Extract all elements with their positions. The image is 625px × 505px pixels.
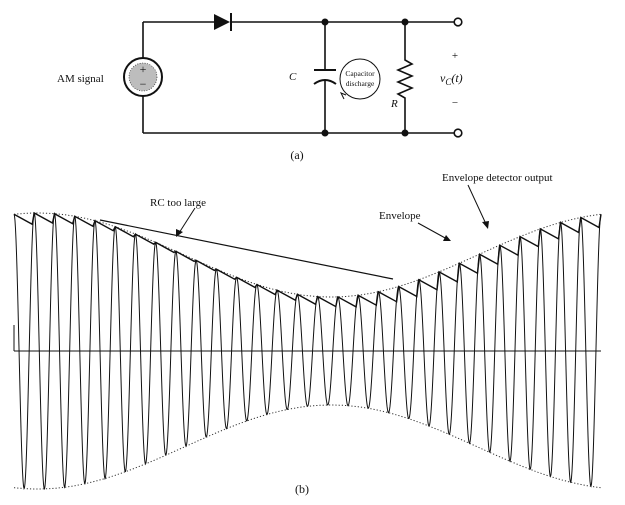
discharge-label-line2: discharge bbox=[346, 79, 375, 88]
output-terminal-top bbox=[453, 17, 463, 27]
caption-b: (b) bbox=[295, 482, 309, 496]
capacitor-label: C bbox=[289, 71, 297, 83]
am-signal-source-icon: + − bbox=[123, 57, 163, 97]
junction-dot-cap-top bbox=[321, 18, 329, 26]
envelope-detector-output-curve bbox=[13, 211, 602, 308]
diode bbox=[214, 13, 232, 31]
output-terminal-bottom bbox=[453, 128, 463, 138]
lower-envelope-curve bbox=[13, 404, 602, 490]
junction-dot-res-bottom bbox=[401, 129, 409, 137]
junction-dot-res-top bbox=[401, 18, 409, 26]
upper-envelope-curve bbox=[13, 212, 602, 298]
output-voltage-label: vC(t) bbox=[440, 71, 463, 87]
am-signal-label: AM signal bbox=[57, 73, 104, 85]
waveform-plot: RC too large Envelope Envelope detector … bbox=[13, 172, 602, 496]
rc-too-large-arrow bbox=[176, 207, 196, 237]
capacitor bbox=[313, 22, 337, 133]
rc-too-large-label: RC too large bbox=[150, 197, 206, 209]
output-minus-label: − bbox=[452, 97, 458, 109]
junction-dot-cap-bottom bbox=[321, 129, 329, 137]
envelope-arrow bbox=[417, 222, 451, 241]
output-plus-label: + bbox=[452, 50, 458, 62]
circuit-diagram: + − AM signal C Capacitor discharge R bbox=[57, 13, 463, 162]
resistor-label: R bbox=[390, 98, 398, 110]
rc-too-large-line bbox=[99, 219, 394, 280]
detector-output-arrow bbox=[467, 184, 489, 229]
svg-text:+: + bbox=[140, 62, 147, 76]
discharge-label-line1: Capacitor bbox=[345, 69, 375, 78]
resistor bbox=[395, 22, 415, 133]
detector-output-label: Envelope detector output bbox=[442, 172, 553, 184]
envelope-label: Envelope bbox=[379, 210, 421, 222]
capacitor-discharge-loop: Capacitor discharge bbox=[339, 58, 381, 100]
svg-text:−: − bbox=[140, 77, 147, 91]
caption-a: (a) bbox=[290, 148, 303, 162]
